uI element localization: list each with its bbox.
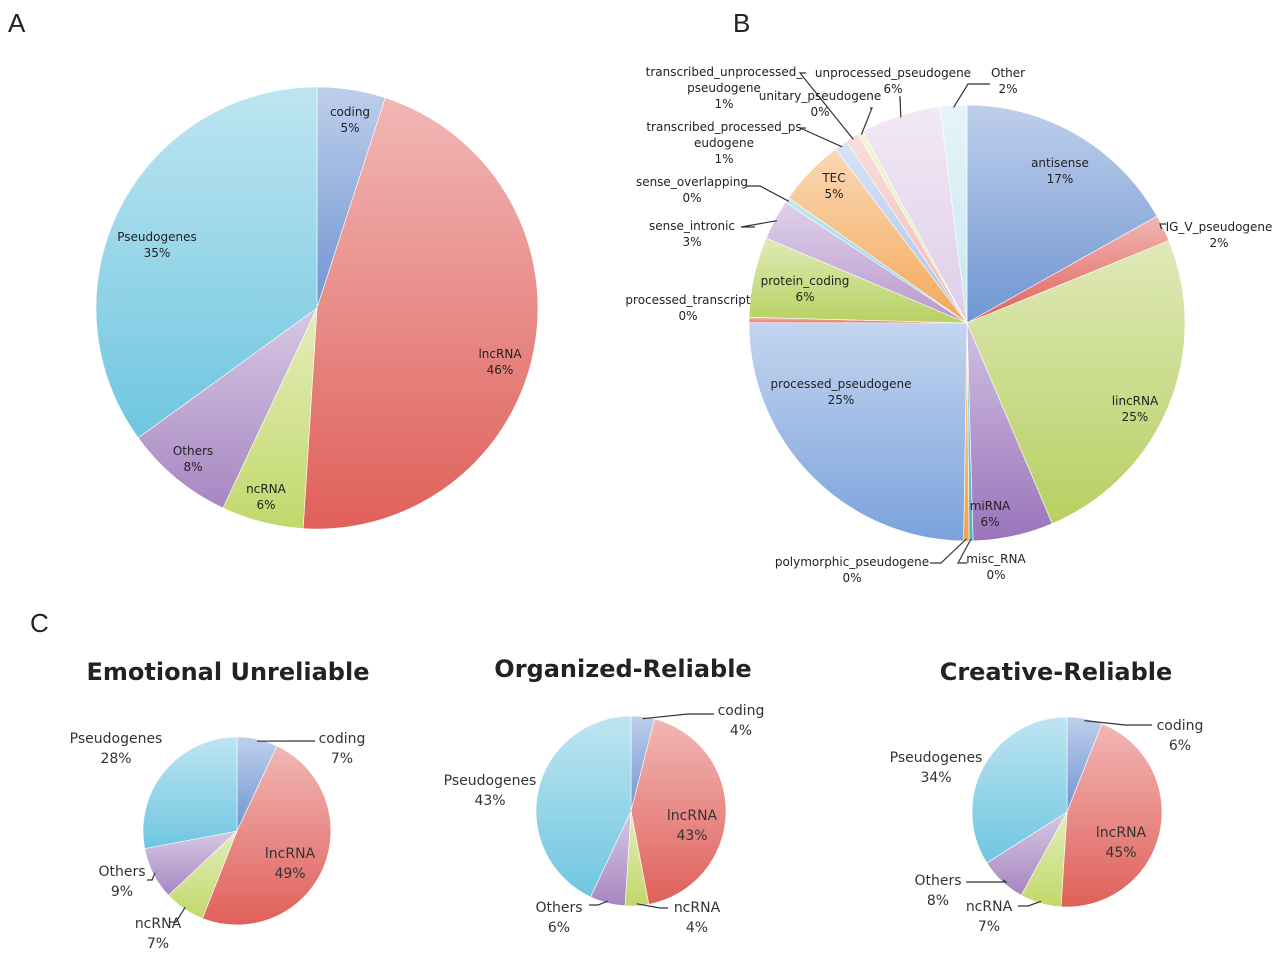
pie-slice-lncrna (302, 97, 539, 530)
data-label-ncrna: ncRNA 6% (246, 482, 287, 512)
leader-line-ncrna (636, 903, 668, 909)
data-label-sense-intronic: sense_intronic 3% (649, 219, 735, 249)
data-label-sense-overlapping: sense_overlapping 0% (636, 175, 748, 205)
pie-chart-creative-reliable: coding 6% lncRNA 45% ncRNA 7%Others 8% Pseudoge… (890, 716, 1204, 935)
pie-slice-others (137, 307, 318, 509)
leader-line-others (589, 900, 609, 906)
data-label-coding: coding 6% (1157, 718, 1204, 754)
data-label-ncrna: ncRNA 7% (135, 916, 182, 952)
pie-slice-pseudogenes (95, 86, 318, 439)
leader-line-polymorphic-pseudogene (930, 538, 967, 564)
pie-slice-lncrna (202, 745, 332, 926)
data-label-processed-pseudogene: processed_pseudogene 25% (771, 377, 912, 407)
leader-line-sense-overlapping (746, 185, 789, 202)
pie-chart-organized-reliable: coding 4% lncRNA 43% ncRNA 4% Others 6% Pseudoge… (444, 703, 765, 936)
data-label-lncrna: lncRNA 43% (667, 808, 718, 844)
data-label-ncrna: ncRNA 7% (966, 899, 1013, 935)
data-label-unprocessed-pseudogene: unprocessed_pseudogene 6% (815, 66, 971, 96)
leader-line-unitary-pseudogene (860, 107, 873, 135)
data-label-unitary-pseudogene: unitary_pseudogene 0% (759, 89, 881, 119)
pie-slice-pseudogenes (971, 716, 1068, 864)
data-label-coding: coding 5% (330, 105, 370, 135)
data-label-lncrna: lncRNA 49% (265, 846, 316, 882)
data-label-lncrna: lncRNA 45% (1096, 825, 1147, 861)
data-label-protein-coding: protein_coding 6% (761, 274, 850, 304)
data-label-polymorphic-pseudogene: polymorphic_pseudogene 0% (775, 555, 929, 585)
data-label-others: Others 8% (914, 873, 961, 909)
leader-line-others (966, 879, 1008, 883)
leader-line-coding (1084, 720, 1152, 726)
leader-line-ig-v-pseudogene (1159, 223, 1166, 230)
chart-title-organized-reliable: Organized-Reliable (494, 655, 751, 683)
pie-slice-other (939, 104, 968, 324)
data-label-ncrna: ncRNA 4% (674, 900, 721, 936)
data-label-pseudogenes: Pseudogenes 43% (444, 773, 537, 809)
data-label-tec: TEC 5% (821, 171, 845, 201)
data-label-pseudogenes: Pseudogenes 28% (70, 731, 163, 767)
data-label-transcribed-processed-pseudogene: transcribed_processed_ps eudogene 1% (646, 120, 801, 166)
pie-chart-a: coding 5% lncRNA 46% ncRNA 6% Others 8% Pseudoge… (95, 86, 539, 530)
leader-line-other (953, 83, 990, 108)
data-label-transcribed-unprocessed-pseudogene: transcribed_unprocessed_ pseudogene 1% (646, 65, 804, 111)
chart-title-emotional-unreliable: Emotional Unreliable (87, 658, 370, 686)
data-label-mirna: miRNA 6% (970, 499, 1011, 529)
pie-slice-lincrna (966, 240, 1186, 525)
pie-slice-lncrna (630, 718, 727, 905)
leader-line-transcribed-unprocessed-pseudogene (798, 72, 854, 140)
data-label-others: Others 9% (98, 864, 145, 900)
leader-line-unprocessed-pseudogene (899, 95, 902, 118)
data-label-lncrna: lncRNA 46% (478, 347, 522, 377)
data-label-coding: coding 7% (319, 731, 366, 767)
data-label-pseudogenes: Pseudogenes 35% (117, 230, 196, 260)
data-label-coding: coding 4% (718, 703, 765, 739)
data-label-others: Others 6% (535, 900, 582, 936)
data-label-antisense: antisense 17% (1031, 156, 1089, 186)
leader-line-misc-rna (956, 538, 972, 564)
data-label-other: Other 2% (991, 66, 1025, 96)
leader-line-ncrna (169, 906, 186, 923)
pie-slice-antisense (966, 104, 1158, 324)
pie-slice-processed-pseudogene (748, 322, 968, 542)
pie-slice-pseudogenes (142, 736, 238, 849)
data-label-ig-v-pseudogene: IG_V_pseudogene 2% (1166, 220, 1273, 250)
pie-chart-emotional-unreliable: coding 7% lncRNA 49% ncRNA 7% Others 9% Pseudoge… (70, 731, 366, 952)
leader-line-coding (642, 713, 714, 720)
pie-slice-lncrna (1060, 723, 1163, 908)
panel-letter-c: C (30, 608, 49, 638)
data-label-pseudogenes: Pseudogenes 34% (890, 750, 983, 786)
data-label-misc-rna: misc_RNA 0% (966, 552, 1026, 582)
pie-chart-b: antisense 17% IG_V_pseudogene 2% lincRNA 25% m… (625, 65, 1272, 585)
data-label-lincrna: lincRNA 25% (1112, 394, 1159, 424)
leader-line-sense-intronic (740, 220, 777, 228)
leader-line-others (147, 872, 156, 881)
data-label-processed-transcript: processed_transcript 0% (625, 293, 750, 323)
panel-letter-b: B (733, 8, 750, 38)
panel-letter-a: A (8, 8, 26, 38)
chart-title-creative-reliable: Creative-Reliable (940, 658, 1173, 686)
pie-slice-pseudogenes (535, 715, 632, 898)
data-label-others: Others 8% (173, 444, 213, 474)
leader-line-ncrna (1018, 900, 1042, 907)
leader-line-transcribed-processed-pseudogene (799, 127, 843, 148)
